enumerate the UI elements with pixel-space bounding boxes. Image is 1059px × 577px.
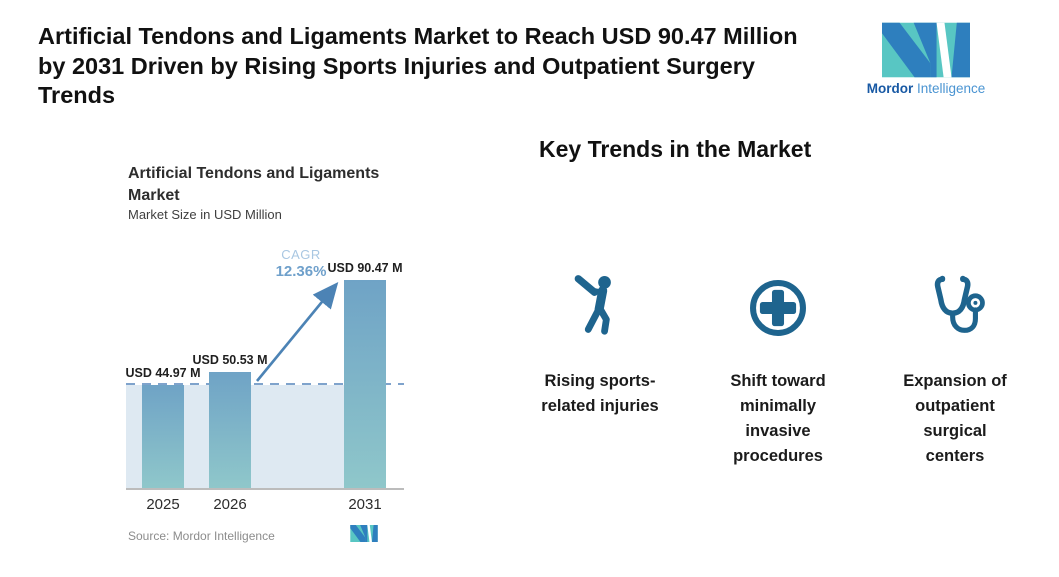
trend-label: Rising sports-related injuries xyxy=(541,372,659,415)
page-title-line: Artificial Tendons and Ligaments Market … xyxy=(38,23,798,49)
market-size-chart: Artificial Tendons and Ligaments Market … xyxy=(125,163,426,563)
growth-arrow-icon xyxy=(255,281,339,382)
baseball-player-icon xyxy=(571,265,629,339)
trend-label: Expansion of outpatient surgical centers xyxy=(903,372,1007,465)
bar-value-label: USD 50.53 M xyxy=(192,353,268,367)
cagr-annotation: CAGR 12.36% xyxy=(266,247,336,280)
cagr-value: 12.36% xyxy=(275,263,327,280)
cagr-label: CAGR xyxy=(281,247,321,262)
mordor-intelligence-logo-icon xyxy=(882,22,970,78)
brand-name-primary: Mordor xyxy=(866,81,914,96)
x-axis-labels: 2025 2026 2031 xyxy=(126,496,404,516)
trend-label: Shift toward minimally invasive procedur… xyxy=(730,372,826,465)
x-tick-2026: 2026 xyxy=(213,496,247,513)
stethoscope-icon xyxy=(922,265,988,339)
bar-2025: USD 44.97 M xyxy=(125,366,201,488)
page-title: Artificial Tendons and Ligaments Market … xyxy=(38,22,898,111)
x-tick-2025: 2025 xyxy=(146,496,180,513)
trend-rising-sports-injuries: Rising sports-related injuries xyxy=(505,265,695,419)
bar-2031: USD 90.47 M xyxy=(327,261,403,488)
page-title-line: Trends xyxy=(38,82,116,108)
brand-name-secondary: Intelligence xyxy=(916,81,986,96)
brand-name: Mordor Intelligence xyxy=(866,81,986,96)
bar-value-label: USD 90.47 M xyxy=(327,261,403,275)
key-trends-heading: Key Trends in the Market xyxy=(539,136,812,162)
reference-dashed-line xyxy=(126,383,404,385)
x-tick-2031: 2031 xyxy=(348,496,382,513)
bar-chart-plot: USD 44.97 M USD 50.53 M USD 90.47 M CAGR… xyxy=(125,247,404,490)
source-attribution: Source: Mordor Intelligence xyxy=(128,529,275,543)
brand-logo: Mordor Intelligence xyxy=(866,22,986,96)
chart-title: Artificial Tendons and Ligaments Market xyxy=(128,165,380,204)
medical-cross-icon xyxy=(747,265,809,339)
trend-minimally-invasive: Shift toward minimally invasive procedur… xyxy=(683,265,873,469)
chart-subtitle: Market Size in USD Million xyxy=(128,207,282,222)
trend-outpatient-centers: Expansion of outpatient surgical centers xyxy=(860,265,1050,469)
bar-2026: USD 50.53 M xyxy=(192,353,268,488)
bar-value-label: USD 44.97 M xyxy=(125,366,201,380)
mordor-intelligence-mini-logo-icon xyxy=(350,525,378,542)
page-title-line: by 2031 Driven by Rising Sports Injuries… xyxy=(38,52,755,79)
